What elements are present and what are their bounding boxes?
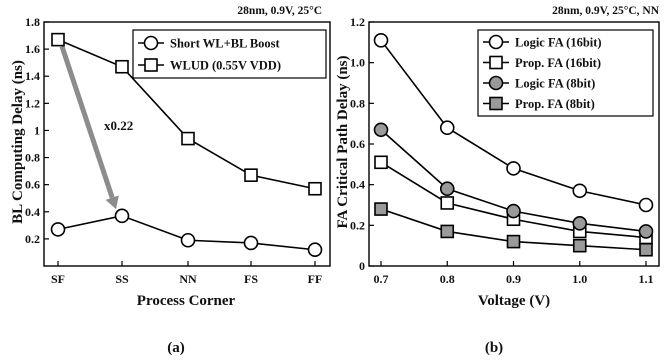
chart-b-xtick-label: 0.8 — [440, 272, 455, 286]
chart-a-ytick-label: 0.6 — [25, 178, 40, 192]
chart-a-point — [50, 222, 66, 237]
chart-a-point — [181, 131, 195, 146]
chart-a-point — [180, 232, 196, 248]
chart-a-point — [243, 235, 259, 251]
chart-a-legend-label: WLUD (0.55V VDD) — [170, 59, 281, 73]
chart-b-point — [440, 196, 455, 210]
chart-b-point — [638, 224, 654, 239]
chart-b-point — [506, 161, 521, 176]
chart-b-legend-label: Logic FA (16bit) — [515, 36, 602, 50]
chart-b-ytick-label: 1.0 — [350, 56, 365, 70]
chart-a-xtick-label: FS — [244, 272, 258, 286]
chart-b-ytick-label: 0.2 — [350, 218, 365, 232]
chart-a-point — [114, 208, 130, 224]
chart-a-ytick-label: 1.6 — [25, 42, 40, 56]
chart-b-point — [373, 32, 389, 48]
chart-b-point — [439, 181, 455, 197]
chart-b-point — [439, 120, 455, 136]
chart-a-plot: 0.2 0.4 0.6 0.8 1 1.2 1.4 1.6 1.8 SF SS NN FS FF Short… — [25, 15, 331, 286]
chart-b-point — [440, 224, 455, 239]
chart-b-point — [373, 122, 389, 138]
chart-b-point — [374, 155, 388, 170]
chart-a-ytick-label: 0.4 — [25, 205, 40, 219]
chart-b-xtick-label: 1.0 — [572, 272, 587, 286]
chart-a-legend-marker — [144, 58, 158, 72]
chart-a-annotation-arrowhead — [105, 195, 119, 210]
chart-b-ytick-label: 0.8 — [350, 96, 365, 110]
chart-a-xtick-label: SS — [115, 272, 129, 286]
chart-a-xtick-label: FF — [308, 272, 323, 286]
chart-a-xtick-label: SF — [51, 272, 65, 286]
chart-b-condition: 28nm, 0.9V, 25°C, NN — [552, 5, 660, 17]
chart-a-ytick-label: 0.2 — [25, 232, 40, 246]
chart-b-xlabel: Voltage (V) — [478, 293, 550, 309]
chart-a-point — [308, 181, 322, 196]
chart-b-legend — [477, 29, 654, 117]
chart-b-legend-marker — [488, 34, 504, 50]
chart-b-point — [506, 203, 521, 219]
chart-b-legend-marker — [489, 55, 503, 70]
chart-a-point — [51, 32, 65, 47]
chart-b-point — [638, 197, 654, 213]
chart-a-ytick-label: 1.8 — [25, 15, 40, 29]
chart-a-point — [307, 242, 323, 258]
chart-b-point — [639, 242, 653, 257]
chart-a-frame — [43, 21, 331, 267]
chart-a-xtick-label: NN — [179, 272, 197, 286]
chart-a-point — [115, 59, 129, 74]
chart-a-ytick-label: 0.8 — [25, 151, 40, 165]
chart-b-legend-label: Prop. FA (8bit) — [515, 97, 595, 111]
chart-a-condition: 28nm, 0.9V, 25°C — [237, 5, 322, 17]
chart-b-ytick-label: 1.2 — [350, 15, 365, 29]
chart-a-annotation-text: x0.22 — [104, 118, 133, 133]
chart-b-legend-marker — [488, 75, 504, 91]
chart-b-legend-marker — [489, 96, 503, 111]
chart-b-legend-label: Logic FA (8bit) — [515, 77, 595, 91]
chart-b-xtick-label: 0.7 — [374, 272, 389, 286]
chart-b-ylabel: FA Critical Path Delay (ns) — [335, 55, 351, 228]
chart-a-ytick-label: 1 — [34, 123, 40, 137]
chart-a-legend — [132, 29, 327, 79]
chart-b-ytick-label: 0.6 — [350, 137, 365, 151]
chart-b-point — [572, 216, 588, 231]
chart-a-ytick-label: 1.4 — [25, 69, 40, 83]
chart-a-legend-marker — [143, 35, 159, 51]
chart-a-caption: (a) — [167, 340, 185, 356]
chart-b-ytick-label: 0 — [359, 259, 365, 273]
chart-b-ytick-label: 0.4 — [350, 178, 365, 192]
chart-a-xlabel: Process Corner — [137, 293, 236, 309]
chart-a-ytick-label: 1.2 — [25, 96, 40, 110]
chart-a-point — [244, 168, 258, 182]
chart-b-legend-label: Prop. FA (16bit) — [515, 56, 601, 70]
chart-b-plot: 0 0.2 0.4 0.6 0.8 1.0 1.2 0.7 0.8 0.9 1.0 1.1 Logic … — [350, 15, 660, 286]
chart-a-legend-label: Short WL+BL Boost — [170, 37, 281, 51]
chart-a-ylabel: BL Computing Delay (ns) — [10, 60, 26, 224]
chart-b-point — [374, 202, 388, 216]
chart-b-point — [572, 238, 587, 253]
chart-b-xtick-label: 1.1 — [639, 272, 654, 286]
chart-b-caption: (b) — [485, 340, 503, 356]
chart-b-xtick-label: 0.9 — [506, 272, 521, 286]
chart-b-point — [506, 234, 521, 249]
chart-b-point — [572, 183, 588, 199]
chart-a-annotation-arrow — [59, 45, 115, 199]
